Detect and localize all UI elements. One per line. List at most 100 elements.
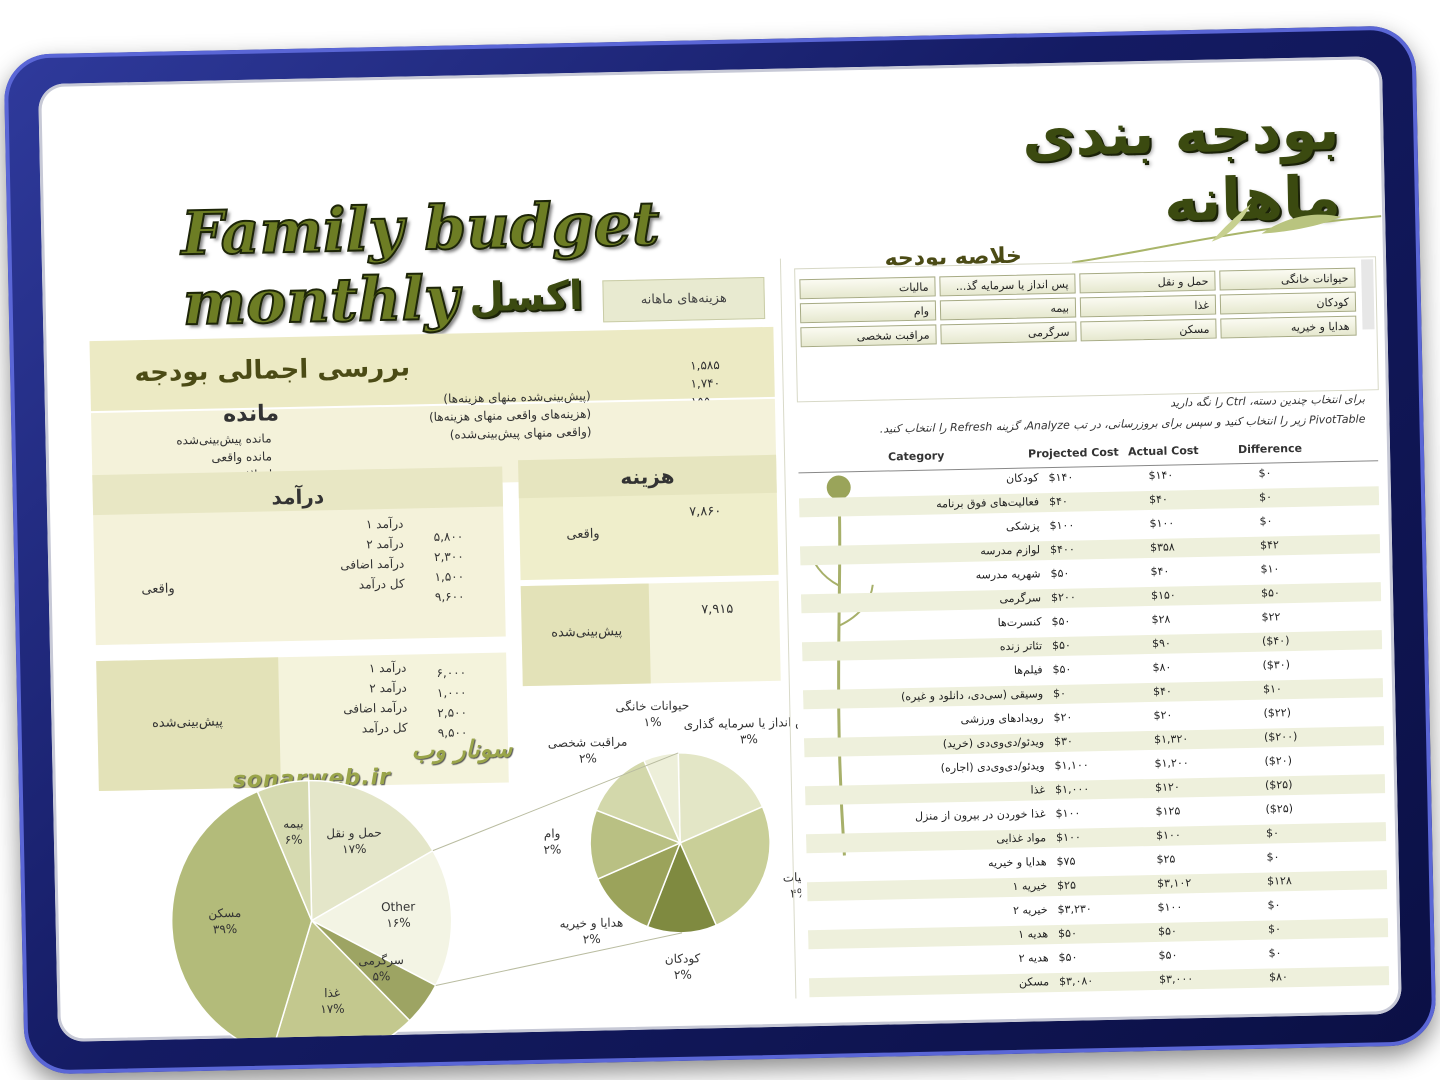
slice-value-label: ۲% [674,967,692,981]
pivot-cell: $۵۰ [1057,926,1078,941]
slicer-button[interactable]: حیوانات خانگی [1219,267,1356,291]
pie-slice [589,809,683,881]
slice-value-label: ۲% [579,751,597,765]
income-title: درآمد [92,466,504,516]
pivot-row-label: تئاتر زنده [999,639,1043,654]
pivot-cell: $۱۰ [1262,682,1282,696]
pivot-cell: $۰ [1267,922,1282,936]
slice-category-label: Other [381,899,415,914]
slice-value-label: ۱۶% [386,916,411,931]
pivot-cell: ($۲۵) [1265,802,1294,816]
slicer-button[interactable]: حمل و نقل [1079,270,1216,294]
expense-actual-value: ۷,۸۶۰ [689,503,722,520]
pivot-cell: $۷۵ [1056,854,1076,869]
slice-category-label: مسکن [208,906,241,922]
overview-title: بررسی اجمالی بودجه [134,352,411,389]
pivot-cell: $۱,۱۰۰ [1054,758,1089,773]
pivot-cell: $۱۴۰ [1148,468,1174,483]
pivot-row-label: ویدئو/دی‌وی‌دی (خرید) [942,735,1045,751]
slicer: حیوانات خانگی حمل و نقل پس انداز یا سرمایه… [794,256,1379,403]
pivot-cell: $۴۰۰ [1049,542,1075,557]
pivot-row-label: فیلم‌ها [1013,663,1043,677]
pivot-row-label: مواد غذایی [996,831,1047,846]
income-actual-label: واقعی [141,581,175,598]
pivot-cell: $۲۸ [1151,612,1171,626]
pivot-row-label: کودکان [1005,471,1039,485]
connector-line [432,752,679,852]
pivot-cell: $۱۴۰ [1048,470,1074,485]
slicer-scrollbar [1361,259,1375,330]
pivot-cell: $۱۰۰ [1155,828,1181,842]
pivot-row-label: سرگرمی [999,591,1042,606]
pivot-header-cell: Actual Cost [1127,443,1199,459]
expense-actual-label: واقعی [566,526,600,543]
slicer-button[interactable]: وام [799,300,937,324]
pivot-cell: $۵۰ [1158,948,1178,962]
slicer-button[interactable]: کودکان [1219,291,1357,315]
pivot-cell: $۱۰۰ [1055,830,1081,845]
slicer-button[interactable]: بیمه [939,297,1077,321]
pivot-cell: $۱۵۰ [1150,588,1176,602]
pivot-cell: $۳,۱۰۲ [1156,876,1192,890]
slicer-button[interactable]: مراقبت شخصی [800,324,937,348]
monthly-expenses-button[interactable]: هزینه‌های ماهانه [602,277,766,323]
expense-projected-label: پیش‌بینی‌شده [551,624,623,641]
slice-value-label: ۱۷% [342,842,367,857]
pivot-cell: $۱۲۸ [1266,874,1292,888]
slice-value-label: ۵% [372,969,390,983]
pivot-cell: $۵۰ [1260,586,1280,600]
pivot-row-label: ویدئو/دی‌وی‌دی (اجاره) [940,759,1045,775]
slicer-button[interactable]: مسکن [1080,318,1217,342]
pivot-header-cell: Category [887,449,945,464]
slice-value-label: ۲% [583,932,601,946]
pivot-row-label: فعالیت‌های فوق برنامه [935,495,1040,511]
pie-slice [270,919,411,1042]
slice-value-label: ۱۷% [320,1002,345,1017]
pie-slice [679,805,771,927]
pivot-cell: $۴۰ [1148,492,1168,507]
balance-value: ۱,۵۸۵ [689,357,720,373]
pie-slice [596,841,682,928]
slicer-button[interactable]: سرگرمی [940,321,1077,345]
pie-slice [677,752,764,845]
pivot-row-label: خیریه ۱ [1012,879,1048,893]
pivot-row-label: هدیه ۱ [1018,927,1049,941]
pivot-cell: ($۲۵) [1264,778,1293,792]
income-actual-item: درآمد ۱ [365,516,404,532]
pivot-cell: $۵۰ [1052,662,1072,677]
pivot-cell: $۰ [1268,946,1282,960]
pivot-cell: $۱۰۰ [1049,518,1075,533]
slice-value-label: ۳۹% [213,922,238,937]
expense-projected-box: پیش‌بینی‌شده ۷,۹۱۵ [520,580,781,687]
pie-slice [170,790,313,1042]
pivot-row-label: غذا خوردن در بیرون از منزل [914,807,1046,823]
slicer-button[interactable]: پس انداز یا سرمایه گذ... [939,273,1076,297]
pivot-cell: $۰ [1259,514,1273,528]
slicer-button[interactable]: مالیات [799,276,936,300]
pivot-cell: $۸۰ [1152,660,1172,674]
connector-line [435,932,683,986]
slicer-button[interactable]: غذا [1079,294,1217,318]
pivot-row-label: شهریه مدرسه [975,567,1041,582]
slice-category-label: مراقبت شخصی [548,735,628,752]
pivot-row-label: خیریه ۲ [1012,903,1048,917]
pivot-row-label: رویدادهای ورزشی [960,711,1044,726]
expense-title: هزینه [518,454,777,499]
pivot-cell: $۱,۲۰۰ [1154,756,1189,770]
income-projected-value: ۶,۰۰۰ [436,665,467,680]
slice-category-label: حیوانات خانگی [615,698,689,715]
pivot-row-label: غذا [1030,783,1046,797]
pivot-cell: $۰ [1267,898,1281,912]
pivot-cell: $۵۰ [1058,950,1078,964]
pivot-row-label: مسکن [1018,975,1050,989]
slice-category-label: حمل و نقل [326,825,382,841]
pivot-cell: $۱,۰۰۰ [1054,782,1090,797]
pie-slice [646,840,718,934]
slicer-button[interactable]: هدایا و خیریه [1220,315,1357,339]
pivot-cell: $۰ [1052,686,1067,701]
balance-label: مانده پیش‌بینی‌شده [176,431,272,448]
pivot-row-label: هدیه ۲ [1018,951,1049,965]
income-actual-value: ۹,۶۰۰ [434,589,465,604]
balance-formula: (هزینه‌های واقعی منهای هزینه‌ها) [428,406,592,425]
